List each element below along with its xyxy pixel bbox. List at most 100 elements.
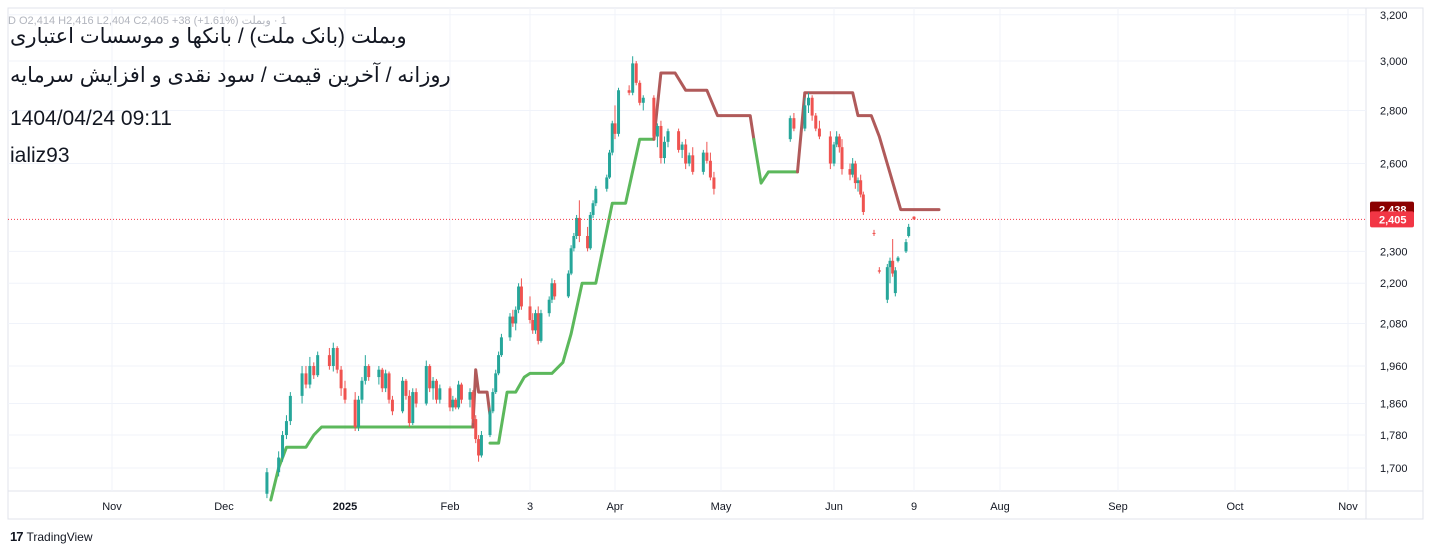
candle-body [856, 180, 860, 184]
candle [896, 256, 900, 263]
candle [339, 366, 343, 396]
candle-body [835, 136, 839, 145]
candle [277, 451, 281, 477]
candle [377, 366, 381, 385]
candle-body [638, 82, 642, 103]
candle-body [687, 155, 691, 164]
candle [357, 395, 361, 432]
candle-body [912, 216, 916, 220]
candle [387, 371, 391, 404]
candle-body [708, 160, 712, 178]
candle [817, 120, 821, 140]
candle-body [357, 399, 361, 428]
trailing-stop-short-segment [796, 91, 941, 212]
candle-body [363, 366, 367, 381]
candle-body [360, 380, 364, 400]
candle [380, 367, 384, 393]
last-price-tag [1370, 211, 1414, 228]
candle [891, 239, 895, 277]
candle [457, 380, 461, 410]
candle [608, 149, 612, 179]
candle-body [533, 313, 537, 331]
candle-body [454, 399, 458, 408]
price-tick-label: 3,000 [1380, 56, 1408, 68]
candle-body [872, 232, 876, 234]
tradingview-branding[interactable]: 17 TradingView [10, 529, 93, 544]
candle-body [339, 369, 343, 389]
time-tick-label: Nov [1338, 501, 1358, 513]
candle [835, 131, 839, 148]
last-price-label: 2,405 [1379, 214, 1407, 226]
candle [404, 378, 408, 400]
chart-author: ializ93 [10, 144, 70, 167]
candle-body [641, 97, 645, 103]
candle [659, 120, 663, 164]
price-axis[interactable]: 1,700 1,780 1,860 1,960 2,080 2,200 2,300 2,600… [1370, 10, 1414, 475]
candle [859, 174, 863, 198]
candle [810, 95, 814, 121]
candle [288, 392, 292, 426]
candle-body [508, 316, 512, 338]
candle-body [680, 144, 684, 150]
candle [316, 351, 320, 378]
candle-body [851, 163, 855, 175]
candle [553, 279, 557, 300]
candle-body [459, 384, 463, 400]
candle [539, 309, 543, 343]
candle-body [411, 392, 415, 424]
candle [363, 355, 367, 385]
candle-body [572, 235, 576, 249]
candle [840, 139, 844, 175]
candle-body [806, 97, 810, 106]
candle [547, 296, 551, 317]
price-tick-label: 2,600 [1380, 159, 1408, 171]
candle [701, 149, 705, 175]
candle-body [488, 411, 492, 436]
candle-body [380, 369, 384, 389]
candle [814, 113, 818, 132]
candle-body [514, 309, 518, 324]
candle-body [367, 366, 371, 378]
candle [438, 384, 442, 404]
candle [577, 200, 581, 243]
candle-body [893, 270, 897, 294]
candle-body [265, 472, 269, 494]
candle [471, 390, 475, 424]
candle [384, 369, 388, 393]
candle-body [499, 337, 503, 356]
price-tick-label: 2,200 [1380, 278, 1408, 290]
candle [586, 226, 590, 252]
candle [788, 115, 792, 142]
candle [511, 309, 515, 327]
candle-body [659, 125, 663, 159]
candle-body [810, 97, 814, 116]
candle [684, 139, 688, 170]
candle-body [553, 283, 557, 297]
candle [401, 377, 405, 414]
candle-body [814, 115, 818, 129]
candle-body [468, 392, 472, 400]
candle [514, 306, 518, 331]
time-tick-label: Apr [606, 501, 623, 513]
candle [331, 342, 335, 372]
candle-body [859, 180, 863, 195]
candle-body [792, 118, 796, 129]
time-axis[interactable]: Nov Dec 2025 Feb 3 Apr May Jun 9 Aug Sep Oct Nov [102, 501, 1358, 513]
candle-body [588, 214, 592, 249]
candle [499, 333, 503, 357]
trailing-stop-short-segment [471, 368, 492, 429]
candle-body [885, 267, 889, 300]
candle [588, 211, 592, 250]
candle [907, 223, 911, 238]
candle-body [610, 123, 614, 153]
candle [872, 229, 876, 236]
chart-grid [7, 7, 1424, 520]
time-tick-label: 3 [527, 501, 533, 513]
candle-body [550, 283, 554, 300]
candle [705, 141, 709, 164]
candle-body [577, 217, 581, 236]
candle [803, 97, 807, 132]
candle-body [511, 316, 515, 324]
candle [300, 366, 304, 404]
